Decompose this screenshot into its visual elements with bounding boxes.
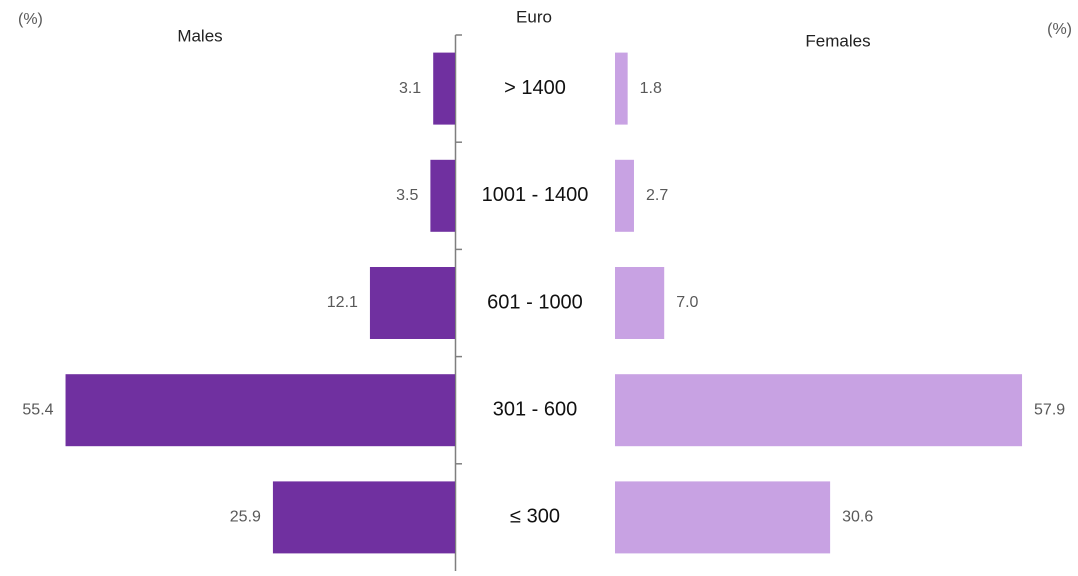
bar: [615, 267, 665, 339]
category-label: 1001 - 1400: [482, 184, 589, 206]
value-label: 3.5: [396, 187, 418, 204]
value-label: 3.1: [399, 80, 421, 97]
bar: [65, 374, 456, 447]
bar: [430, 159, 455, 232]
bar: [615, 374, 1023, 447]
bar: [615, 159, 634, 232]
bar: [615, 481, 831, 554]
bar: [369, 267, 455, 339]
value-label: 55.4: [22, 401, 53, 418]
category-label: > 1400: [504, 77, 566, 99]
category-label: 301 - 600: [493, 398, 578, 420]
value-label: 7.0: [676, 294, 698, 311]
category-axis-label: Euro: [516, 7, 552, 26]
value-label: 2.7: [646, 187, 668, 204]
bar: [615, 52, 628, 125]
value-label: 30.6: [842, 509, 873, 526]
value-label: 12.1: [327, 294, 358, 311]
left-series-name: Males: [177, 26, 222, 45]
value-label: 57.9: [1034, 401, 1065, 418]
bar: [272, 481, 455, 554]
value-label: 25.9: [230, 509, 261, 526]
right-unit: (%): [1047, 21, 1072, 38]
value-label: 1.8: [640, 80, 662, 97]
left-unit: (%): [18, 11, 43, 28]
category-label: 601 - 1000: [487, 291, 583, 313]
category-label: ≤ 300: [510, 506, 560, 528]
bar: [433, 52, 455, 125]
right-series-name: Females: [805, 31, 870, 50]
